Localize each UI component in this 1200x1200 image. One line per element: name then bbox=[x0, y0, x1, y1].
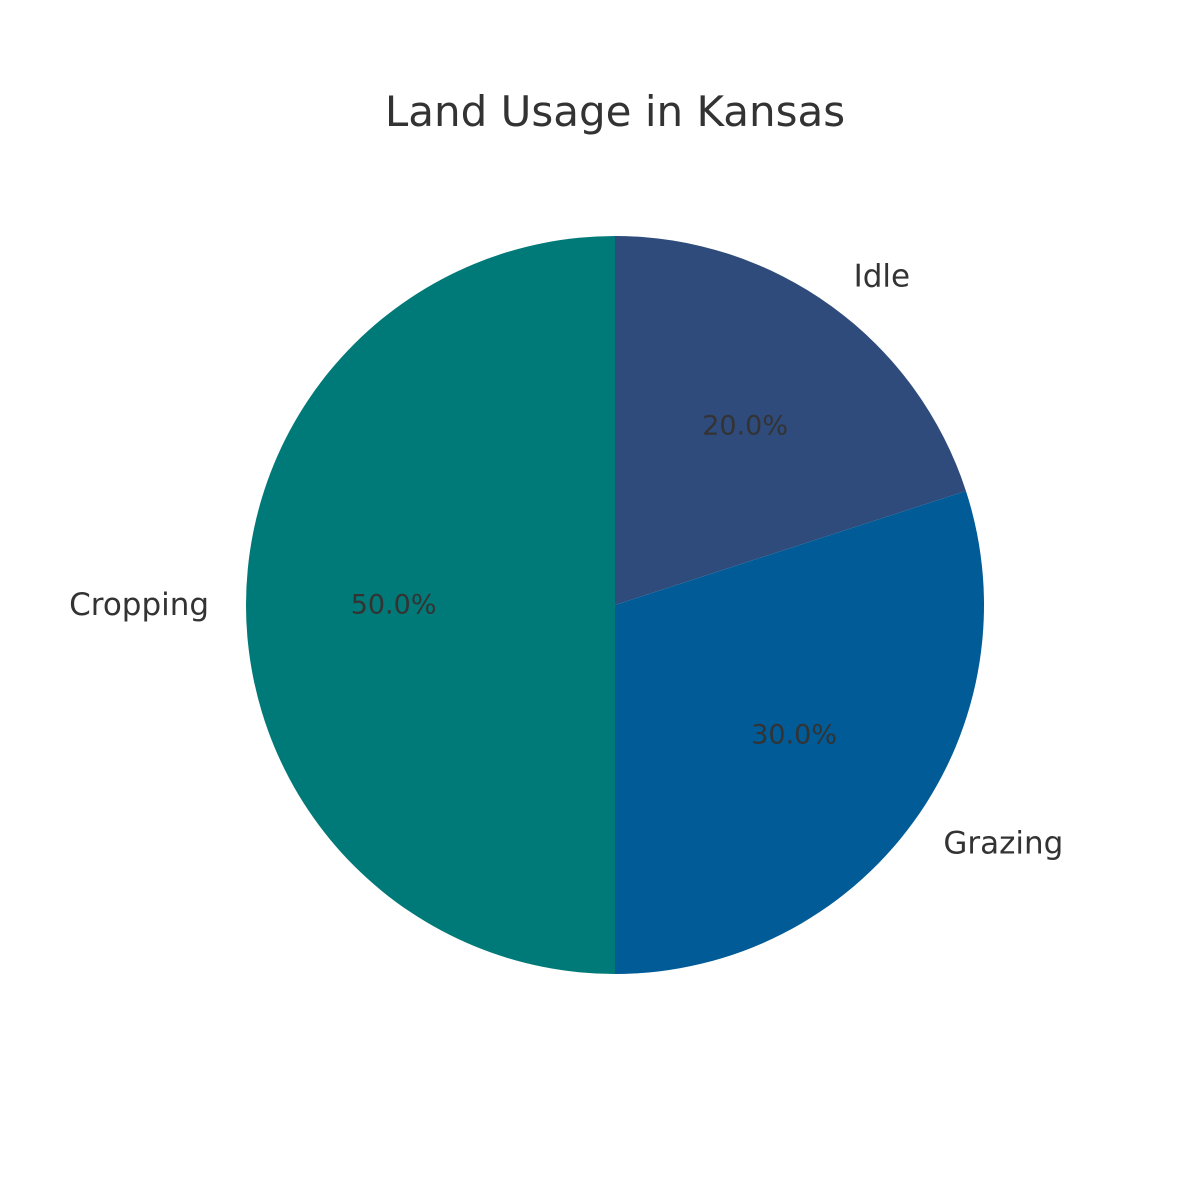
pie-slice-idle bbox=[615, 236, 966, 605]
pie-labels: Idle 20.0% Grazing 30.0% Cropping 50.0% bbox=[69, 259, 1063, 862]
pie-slices bbox=[246, 236, 985, 974]
pie-slice-grazing bbox=[615, 490, 985, 974]
chart-title: Land Usage in Kansas bbox=[385, 87, 845, 136]
slice-label-cropping: Cropping bbox=[69, 587, 209, 623]
slice-percent-idle: 20.0% bbox=[702, 410, 788, 441]
slice-label-idle: Idle bbox=[854, 259, 911, 295]
slice-percent-cropping: 50.0% bbox=[351, 590, 437, 621]
pie-slice-cropping bbox=[246, 236, 615, 974]
slice-label-grazing: Grazing bbox=[943, 826, 1063, 862]
slice-percent-grazing: 30.0% bbox=[751, 720, 837, 751]
